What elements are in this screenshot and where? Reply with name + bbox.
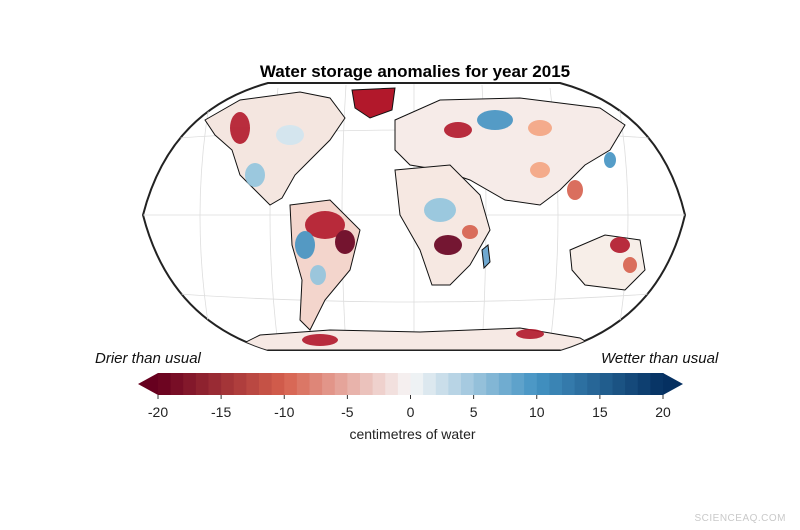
colorbar-tick-label: 15 (592, 404, 608, 420)
colorbar-tick-label: 5 (470, 404, 478, 420)
colorbar-swatch (599, 373, 613, 395)
colorbar-tick-label: -15 (211, 404, 231, 420)
colorbar-swatch (448, 373, 462, 395)
colorbar-swatch (397, 373, 411, 395)
colorbar-swatch (170, 373, 184, 395)
colorbar-swatch (360, 373, 374, 395)
colorbar-swatch (511, 373, 525, 395)
colorbar-swatch (183, 373, 197, 395)
colorbar-swatch (612, 373, 626, 395)
colorbar-tick-label: 20 (655, 404, 671, 420)
wetter-label: Wetter than usual (601, 350, 719, 367)
colorbar-tick-label: -5 (341, 404, 354, 420)
colorbar-swatch (587, 373, 601, 395)
continent-africa (394, 164, 491, 286)
colorbar-swatch (208, 373, 222, 395)
colorbar-swatch (435, 373, 449, 395)
colorbar-swatch (372, 373, 386, 395)
colorbar-tick-label: 10 (529, 404, 545, 420)
colorbar-swatch (271, 373, 285, 395)
colorbar-swatch (524, 373, 538, 395)
colorbar-swatch (246, 373, 260, 395)
colorbar-swatch (461, 373, 475, 395)
colorbar-swatch (334, 373, 348, 395)
colorbar-tick-label: 0 (407, 404, 415, 420)
colorbar-swatch (233, 373, 247, 395)
colorbar-swatch (221, 373, 235, 395)
colorbar-tick-label: -10 (274, 404, 294, 420)
island-madagascar (481, 244, 491, 270)
colorbar-unit-label: centimetres of water (349, 426, 476, 442)
colorbar-swatch (562, 373, 576, 395)
colorbar-swatch (309, 373, 323, 395)
colorbar-swatch (347, 373, 361, 395)
colorbar-swatch (296, 373, 310, 395)
colorbar-swatch (158, 373, 172, 395)
continent-greenland (351, 87, 396, 119)
drier-label: Drier than usual (95, 350, 201, 367)
colorbar-swatch (498, 373, 512, 395)
colorbar-max-arrow (663, 373, 683, 395)
colorbar-swatch (410, 373, 424, 395)
colorbar-swatch (284, 373, 298, 395)
colorbar-swatch (574, 373, 588, 395)
anomaly-patches (230, 110, 637, 346)
colorbar-swatch (637, 373, 651, 395)
colorbar-swatch (473, 373, 487, 395)
colorbar-tick-label: -20 (148, 404, 168, 420)
colorbar-swatch (423, 373, 437, 395)
colorbar-swatch (322, 373, 336, 395)
map-title: Water storage anomalies for year 2015 (259, 62, 571, 81)
colorbar-swatch (625, 373, 639, 395)
colorbar-swatch (259, 373, 273, 395)
colorbar-swatch (195, 373, 209, 395)
watermark: SCIENCEAQ.COM (694, 513, 786, 524)
colorbar-swatch (536, 373, 550, 395)
colorbar-swatch (385, 373, 399, 395)
colorbar-swatch (650, 373, 664, 395)
colorbar-swatch (486, 373, 500, 395)
colorbar-swatch (549, 373, 563, 395)
colorbar-min-arrow (138, 373, 158, 395)
